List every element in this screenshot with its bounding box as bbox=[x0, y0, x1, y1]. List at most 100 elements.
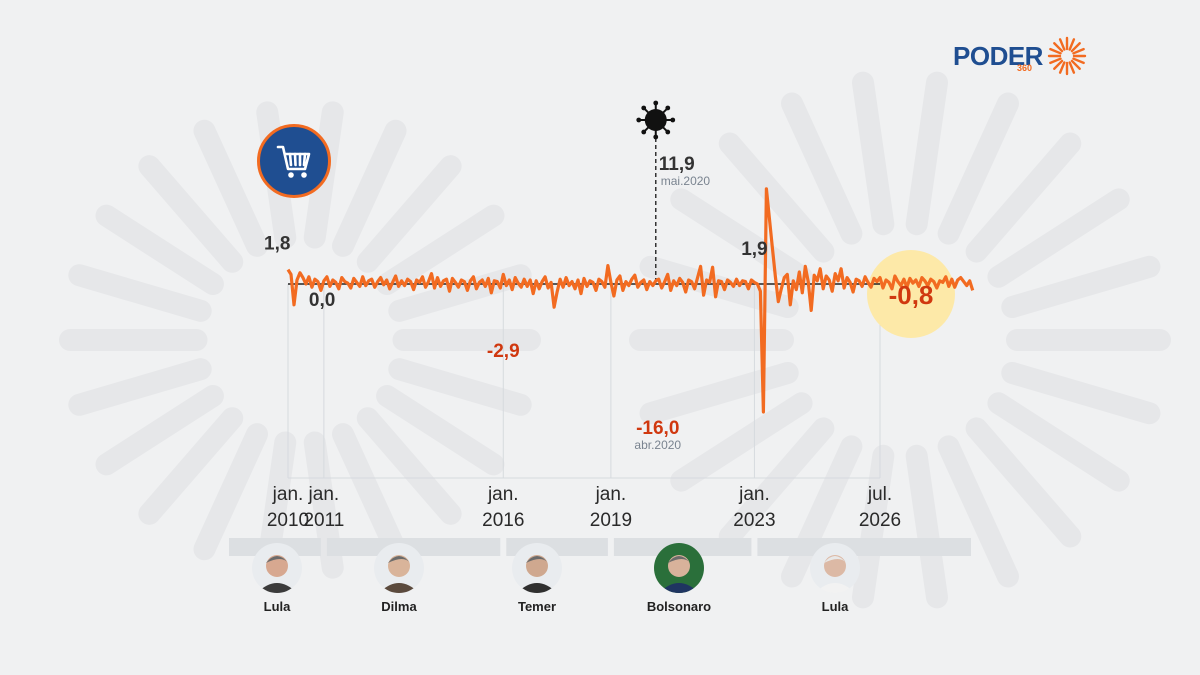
president-photo bbox=[512, 543, 562, 593]
photo-shoulders bbox=[659, 583, 699, 593]
sunburst-ray bbox=[138, 407, 244, 525]
value-label: -2,9 bbox=[487, 341, 520, 362]
x-tick-label: 2019 bbox=[590, 510, 632, 531]
x-tick-label: jan. bbox=[308, 484, 340, 505]
sun-ray bbox=[1070, 42, 1081, 53]
value-label: 11,9 bbox=[659, 154, 695, 175]
sun-ray bbox=[1049, 57, 1062, 65]
president-photo bbox=[654, 543, 704, 593]
sunburst-ray bbox=[670, 392, 813, 492]
x-tick-label: jan. bbox=[738, 484, 770, 505]
sunburst-ray bbox=[388, 358, 532, 416]
sunburst-ray bbox=[987, 392, 1130, 492]
sunburst-ray bbox=[1001, 255, 1161, 319]
sun-ray bbox=[1058, 38, 1066, 51]
virus-spike-tip bbox=[670, 117, 676, 123]
sunburst-ray bbox=[68, 358, 212, 416]
photo-shoulders bbox=[517, 583, 557, 593]
sun-ray bbox=[1068, 61, 1076, 74]
virus-spike-tip bbox=[641, 105, 647, 111]
photo-hair bbox=[526, 556, 548, 563]
sunburst-ray bbox=[193, 423, 269, 561]
virus-body bbox=[644, 109, 667, 131]
value-label: 1,8 bbox=[264, 234, 290, 255]
sun-ray bbox=[1058, 61, 1066, 74]
x-tick-label: 2026 bbox=[859, 510, 901, 531]
x-tick-label: 2016 bbox=[482, 510, 524, 531]
shopping-cart-icon bbox=[257, 124, 331, 198]
x-tick-label: jan. bbox=[595, 484, 627, 505]
x-tick-label: jan. bbox=[487, 484, 519, 505]
photo-hair bbox=[668, 556, 690, 563]
sunburst-ray bbox=[331, 119, 407, 257]
sun-ray bbox=[1070, 59, 1081, 70]
sunburst-ray bbox=[718, 132, 835, 263]
sunburst-ray bbox=[987, 188, 1130, 288]
sunburst-ray bbox=[376, 384, 505, 476]
photo-hair bbox=[266, 556, 288, 563]
sunburst-ray bbox=[95, 204, 224, 296]
president-name: Dilma bbox=[381, 599, 417, 614]
sun-ray bbox=[1053, 42, 1064, 53]
sun-logo-icon bbox=[1047, 36, 1087, 76]
virus-spike-tip bbox=[653, 100, 659, 106]
sunburst-ray bbox=[95, 384, 224, 476]
sunburst-ray bbox=[905, 444, 949, 609]
x-tick-label: 2011 bbox=[303, 510, 344, 531]
sunburst-ray bbox=[356, 407, 462, 525]
sunburst-ray bbox=[193, 119, 269, 257]
sunburst-ray bbox=[356, 155, 462, 273]
sunburst-ray bbox=[965, 132, 1082, 263]
president-name: Lula bbox=[263, 599, 291, 614]
sunburst-ray bbox=[965, 417, 1082, 548]
virus-spike-tip bbox=[636, 117, 642, 123]
virus-icon bbox=[636, 100, 676, 140]
sunburst-ray bbox=[1001, 361, 1161, 425]
president-photo bbox=[810, 543, 860, 593]
president-photo bbox=[374, 543, 424, 593]
sunburst-ray bbox=[851, 71, 895, 236]
sunburst-ray bbox=[331, 423, 407, 561]
virus-spike-tip bbox=[665, 105, 671, 111]
sun-ray bbox=[1049, 47, 1062, 55]
value-label: -0,8 bbox=[889, 280, 934, 310]
value-date-label: abr.2020 bbox=[634, 438, 681, 452]
sunburst-ray bbox=[718, 417, 835, 548]
logo-wordmark: PODER bbox=[953, 40, 1043, 71]
photo-hair bbox=[824, 556, 846, 563]
sunburst-ray bbox=[670, 188, 813, 288]
president-name: Bolsonaro bbox=[646, 599, 712, 614]
photo-hair bbox=[388, 556, 410, 563]
logo-number: 360 bbox=[1017, 63, 1033, 73]
sun-ray bbox=[1053, 59, 1064, 70]
sun-ray bbox=[1068, 38, 1076, 51]
sunburst-ray bbox=[905, 71, 949, 236]
virus-spike-tip bbox=[641, 129, 647, 135]
sunburst-ray bbox=[68, 264, 212, 322]
value-label: 1,9 bbox=[741, 239, 767, 260]
sun-ray bbox=[1072, 57, 1085, 65]
poder360-logo: PODER 360 bbox=[953, 36, 1087, 76]
sun-ray bbox=[1072, 47, 1085, 55]
value-date-label: mai.2020 bbox=[661, 174, 711, 188]
x-tick-label: jan. bbox=[272, 484, 304, 505]
photo-shoulders bbox=[379, 583, 419, 593]
value-label: -16,0 bbox=[636, 418, 679, 439]
sunburst-ray bbox=[937, 92, 1020, 245]
president-term-bar bbox=[757, 538, 971, 556]
president-photo bbox=[252, 543, 302, 593]
sunburst-ray bbox=[937, 435, 1020, 588]
photo-shoulders bbox=[815, 583, 855, 593]
virus-spike-tip bbox=[665, 129, 671, 135]
sunburst-ray bbox=[780, 92, 863, 245]
virus-spike-tip bbox=[653, 134, 659, 140]
president-name: Lula bbox=[821, 599, 849, 614]
latest-value-highlight bbox=[867, 250, 955, 338]
sunburst-ray bbox=[376, 204, 505, 296]
photo-shoulders bbox=[257, 583, 297, 593]
x-tick-label: 2023 bbox=[733, 510, 775, 531]
series-line bbox=[286, 187, 975, 414]
sunburst-ray bbox=[138, 155, 244, 273]
